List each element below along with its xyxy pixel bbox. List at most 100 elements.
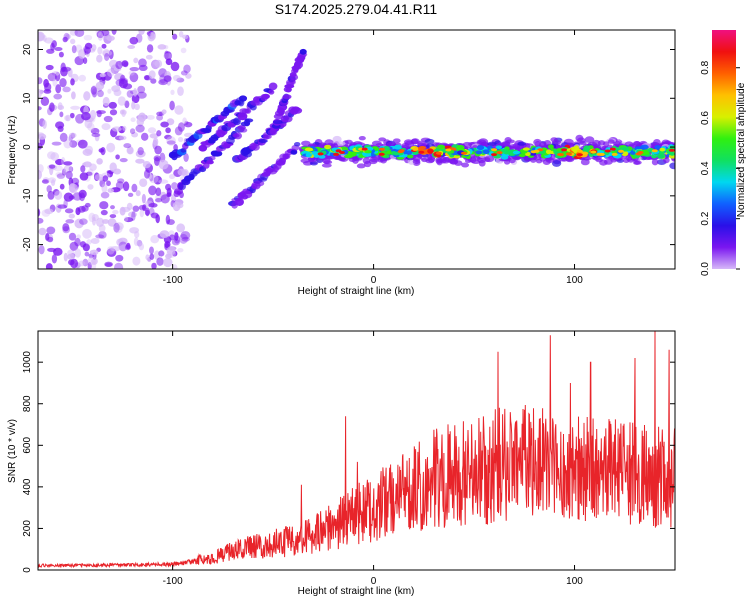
spectrogram-blob [50,42,55,51]
spectrogram-blob [87,168,94,177]
spectrogram-blob [576,149,583,153]
spectrogram-blob [517,141,527,146]
spectrogram-blob [43,89,52,94]
spectrogram-blob [182,117,187,125]
spectrogram-blob [659,147,666,152]
spectrogram-blob [95,234,105,239]
spectrogram-blob [132,205,140,212]
spectrogram-blob [63,161,73,166]
spectrogram-blob [138,204,146,211]
spectrogram-blob [637,151,644,154]
spectrogram-blob [557,153,564,157]
spectrogram-blob [174,105,184,115]
spectrogram-blob [91,216,97,226]
spectrogram-blob [99,73,106,78]
spectrogram-blob [47,190,55,200]
spectrogram-blob [550,137,558,142]
spectrogram-blob [293,141,301,147]
spectrogram-blob [180,231,191,240]
spectrogram-blob [83,91,91,101]
spectrogram-blob [418,146,427,150]
spectrogram-blob [155,193,161,203]
spectrogram-blob [69,183,78,194]
spectrogram-blob [158,179,169,184]
spectrogram-blob [75,207,81,216]
spectrogram-blob [65,114,71,122]
spectrogram-blob [96,158,103,165]
spectrogram-blob [135,150,146,158]
spectrogram-blob [45,263,53,269]
spectrogram-blob [135,190,141,197]
spectrogram-blob [137,85,146,94]
spectrogram-blob [114,222,124,231]
spectrogram-ylabel: Frequency (Hz) [7,116,18,185]
spectrogram-blob [135,124,145,133]
spectrogram-blob [90,237,100,245]
spectrogram-blob [121,60,129,67]
spectrogram-blob [83,46,92,54]
spectrogram-blob [107,218,117,227]
spectrogram-blob [138,242,145,251]
spectrogram-blob [285,87,292,93]
spectrogram-blob [38,217,44,224]
spectrogram-blob [445,148,452,152]
spectrogram-blob [97,31,104,41]
spectrogram-blob [59,132,68,143]
spectrogram-blob [146,44,154,53]
spectrogram-blob [183,153,189,162]
y-tick-label: 0 [22,144,33,150]
colorbar-tick-label: 0.2 [700,211,711,225]
spectrogram-blob [292,107,303,114]
spectrogram-blob [116,238,124,246]
spectrogram-blob [53,93,63,100]
spectrogram-blob [102,96,110,107]
spectrogram-blob [47,151,56,160]
spectrogram-blob [264,134,272,140]
spectrogram-blob [104,53,110,61]
spectrogram-blob [98,231,107,239]
spectrogram-blob [68,232,77,241]
spectrogram-blob [630,151,636,155]
spectrogram-blob [128,211,137,218]
spectrogram-blob [309,161,318,166]
spectrogram-blob [300,158,310,163]
spectrogram-blob [475,150,483,155]
spectrogram-blob [486,141,497,146]
spectrogram-blob [501,148,509,153]
spectrogram-blob [141,193,146,204]
spectrogram-blob [41,209,51,217]
spectrogram-blob [94,173,104,181]
spectrogram-blob [122,125,127,132]
spectrogram-blob [324,144,332,150]
spectrogram-blob [239,127,248,133]
spectrogram-blob [337,141,346,146]
spectrogram-blob [67,253,75,260]
spectrogram-blob [305,152,312,158]
spectrogram-blob [535,158,543,164]
spectrogram-blob [38,77,43,85]
spectrogram-blob [603,159,613,165]
spectrogram-blob [48,164,56,169]
spectrogram-blob [62,86,71,93]
spectrogram-blob [504,137,512,144]
spectrogram-blob [461,162,470,168]
spectrogram-blob [47,236,54,243]
spectrogram-blob [138,30,145,35]
spectrogram-blob [149,253,155,260]
spectrogram-blob [42,119,47,129]
spectrogram-blob [78,260,86,267]
spectrogram-blob [233,132,242,140]
spectrogram-blob [114,262,124,269]
spectrogram-blob [74,237,81,247]
spectrogram-blob [311,151,319,156]
spectrogram-blob [356,163,366,169]
spectrogram-blob [424,138,435,144]
spectrogram-blob [154,145,162,155]
spectrogram-blob [547,144,554,149]
spectrogram-blob [112,209,119,215]
y-tick-label: -20 [22,237,33,252]
spectrogram-blob [156,130,162,137]
spectrogram-blob [82,228,92,239]
spectrogram-blob [107,188,114,193]
